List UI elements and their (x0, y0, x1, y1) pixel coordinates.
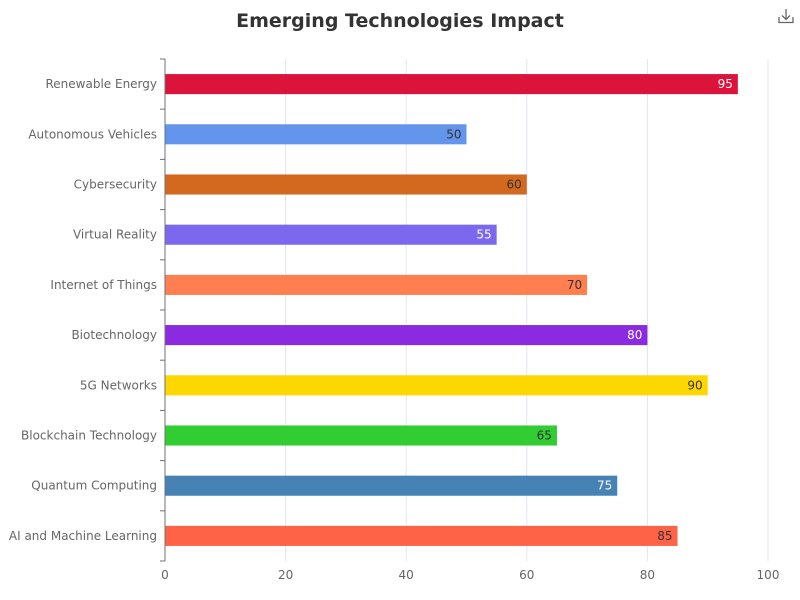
bar (165, 375, 708, 396)
bar (165, 124, 467, 145)
data-label: 70 (567, 278, 582, 292)
bar (165, 74, 738, 95)
bar (165, 525, 678, 546)
download-button[interactable] (776, 6, 796, 26)
data-label: 50 (446, 127, 461, 141)
category-label: Biotechnology (71, 328, 157, 342)
category-label: Blockchain Technology (21, 429, 157, 443)
x-tick-label: 0 (161, 568, 169, 582)
bar (165, 325, 648, 346)
category-label: Autonomous Vehicles (28, 127, 157, 141)
data-label: 65 (537, 429, 552, 443)
data-label: 80 (627, 328, 642, 342)
category-label: AI and Machine Learning (9, 529, 157, 543)
category-label: Internet of Things (50, 278, 157, 292)
x-tick-label: 60 (519, 568, 534, 582)
category-label: Renewable Energy (46, 77, 158, 91)
category-label: Quantum Computing (31, 479, 157, 493)
axes: 0 20 40 60 80 100 AI and Machine Learning Quant… (9, 58, 780, 582)
bar (165, 224, 497, 245)
category-label: 5G Networks (80, 378, 157, 392)
data-label: 90 (687, 378, 702, 392)
bar (165, 274, 588, 295)
data-label: 60 (507, 178, 522, 192)
bar (165, 425, 557, 446)
category-label: Cybersecurity (74, 178, 157, 192)
x-tick-label: 40 (399, 568, 414, 582)
chart-title: Emerging Technologies Impact (236, 10, 564, 32)
data-label: 85 (657, 529, 672, 543)
category-label: Virtual Reality (73, 228, 157, 242)
data-label: 55 (476, 228, 491, 242)
x-tick-label: 100 (757, 568, 780, 582)
data-label: 75 (597, 479, 612, 493)
bar (165, 174, 527, 195)
download-icon (778, 9, 794, 24)
bar (165, 475, 618, 496)
data-label: 95 (718, 77, 733, 91)
bars: 85 75 65 90 80 70 55 60 50 95 (165, 74, 738, 546)
x-tick-label: 80 (640, 568, 655, 582)
x-tick-label: 20 (278, 568, 293, 582)
